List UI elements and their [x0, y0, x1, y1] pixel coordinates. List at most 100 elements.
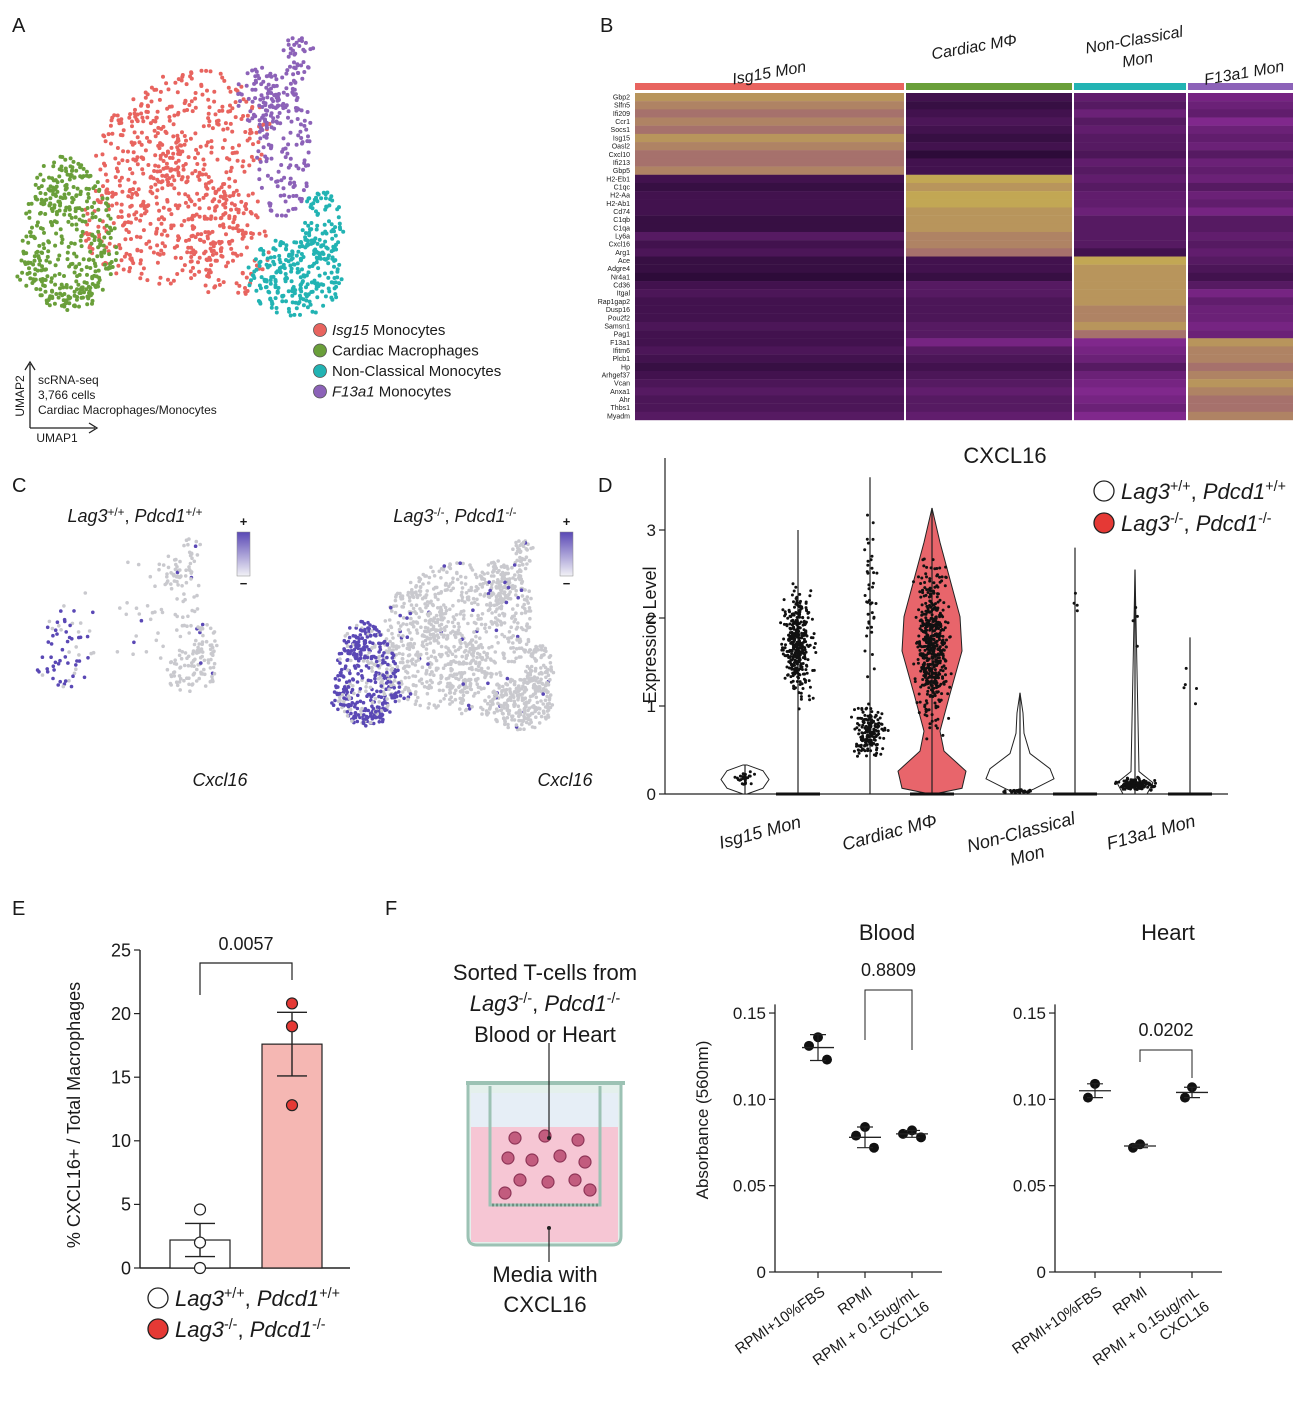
- color-scale: [236, 531, 251, 577]
- cell-dot: [56, 683, 60, 687]
- cell-dot: [189, 255, 194, 259]
- cell-dot: [507, 630, 512, 634]
- cell-dot: [543, 715, 548, 720]
- jitter-dot: [870, 566, 874, 570]
- cell-dot: [216, 278, 221, 282]
- cell-dot: [292, 262, 297, 267]
- cell-dot: [448, 582, 453, 586]
- jitter-points: [1002, 788, 1032, 795]
- cell-dot: [157, 281, 162, 286]
- cell-dot: [92, 200, 97, 205]
- cell-dot: [221, 127, 226, 132]
- heatmap-cell: [635, 150, 904, 159]
- jitter-dot: [860, 737, 864, 741]
- cell-dot: [445, 633, 450, 638]
- cell-dot: [196, 583, 201, 588]
- cell-dot: [312, 278, 317, 283]
- cell-dot: [59, 240, 64, 245]
- cell-dot: [306, 292, 310, 297]
- cell-dot: [345, 710, 350, 714]
- cell-dot: [307, 139, 312, 144]
- cell-dot: [59, 628, 63, 632]
- text-segment: +/+: [186, 506, 203, 519]
- cell-dot: [188, 689, 192, 693]
- jitter-dot: [779, 621, 783, 625]
- cell-dot: [261, 252, 266, 257]
- cell-dot: [306, 150, 311, 155]
- cell-dot: [373, 673, 378, 678]
- cell-dot: [181, 615, 185, 619]
- cell-dot: [247, 283, 252, 288]
- gene-label: Socs1: [611, 127, 631, 134]
- cell-dot: [47, 619, 52, 624]
- cell-dot: [98, 239, 103, 244]
- cell-dot: [284, 71, 289, 76]
- cell-dot: [237, 283, 242, 288]
- cell-dot: [79, 244, 84, 249]
- cell-dot: [277, 253, 282, 258]
- cell-dot: [81, 213, 86, 218]
- cell-dot: [368, 623, 372, 627]
- cell-dot: [528, 616, 532, 621]
- cell-dot: [495, 682, 500, 686]
- cell-dot: [174, 562, 178, 567]
- jitter-dot: [865, 734, 869, 738]
- cell-dot: [178, 634, 183, 639]
- cell-dot: [480, 585, 485, 589]
- jitter-dot: [877, 724, 881, 728]
- heatmap-cell: [906, 403, 1072, 413]
- jitter-dot: [797, 668, 800, 672]
- cell-dot: [76, 630, 81, 634]
- jitter-dot: [923, 648, 927, 652]
- cell-dot: [43, 278, 48, 282]
- cell-dot: [145, 115, 150, 120]
- cell-dot: [461, 689, 465, 694]
- jitter-dot: [795, 647, 799, 651]
- cell-dot: [72, 289, 77, 294]
- panel-letter: B: [600, 15, 613, 37]
- cell-dot: [351, 677, 355, 681]
- text-segment: Monocytes: [369, 322, 446, 339]
- cell-dot: [502, 613, 507, 617]
- cell-dot: [369, 720, 373, 725]
- cell-dot: [296, 133, 301, 138]
- jitter-dot: [749, 782, 753, 786]
- cell-dot: [301, 167, 306, 172]
- jitter-dot: [813, 642, 817, 645]
- cell-dot: [78, 291, 83, 295]
- cell-dot: [386, 679, 390, 684]
- cell-dot: [306, 270, 311, 275]
- cell-dot: [464, 654, 469, 658]
- jitter-dot: [1132, 781, 1136, 785]
- cell-dot: [205, 623, 209, 627]
- cell-dot: [91, 258, 96, 263]
- cell-dot: [103, 139, 108, 144]
- gene-label: Cd36: [613, 283, 630, 290]
- cell-dot: [155, 188, 160, 193]
- cell-dot: [397, 681, 401, 685]
- cell-dot: [93, 189, 98, 193]
- jitter-points: [850, 513, 890, 758]
- cell-dot: [192, 272, 197, 277]
- cell-dot: [486, 666, 491, 670]
- cell-dot: [477, 660, 482, 665]
- cell-dot: [418, 593, 422, 597]
- cell-dot: [323, 271, 327, 276]
- cell-dot: [276, 97, 281, 102]
- cell-dot: [422, 684, 427, 689]
- cell-dot: [131, 187, 136, 192]
- cell-dot: [404, 622, 409, 627]
- cell-dot: [165, 581, 169, 585]
- cell-dot: [159, 221, 164, 226]
- cell-dot: [413, 674, 418, 679]
- cell-dot: [138, 258, 143, 263]
- cell-dot: [264, 156, 269, 161]
- heatmap-cell: [1074, 133, 1186, 143]
- jitter-dot: [801, 672, 805, 676]
- cell-dot: [31, 262, 36, 267]
- cell-dot: [541, 682, 545, 686]
- cell-dot: [544, 669, 549, 674]
- cell-dot: [367, 650, 371, 655]
- cell-dot: [166, 183, 171, 187]
- cell-dot: [322, 222, 327, 227]
